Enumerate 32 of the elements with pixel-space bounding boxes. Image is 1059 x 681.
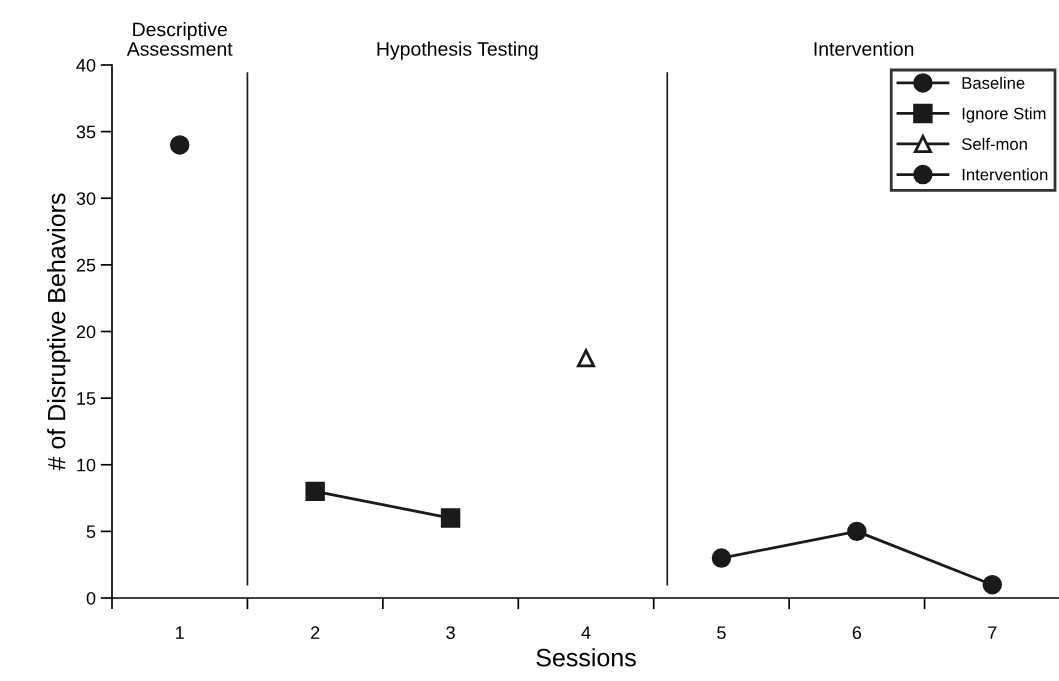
y-tick-label: 10 xyxy=(77,458,96,472)
point xyxy=(169,135,190,155)
point xyxy=(305,481,325,502)
y-tick-label: 25 xyxy=(76,258,96,272)
text: Hypothesis Testing xyxy=(377,41,538,60)
point xyxy=(711,548,732,568)
point xyxy=(847,521,867,542)
legend-label: Self-mon xyxy=(962,137,1027,150)
y-tick-label: 5 xyxy=(86,525,96,539)
y-axis-title: # of Disruptive Behaviors xyxy=(47,193,71,471)
y-tick-label: 35 xyxy=(76,125,96,139)
point xyxy=(576,349,596,368)
x-tick-label: 3 xyxy=(446,626,455,640)
legend-label: Ignore Stim xyxy=(962,107,1046,123)
x-axis-title: Sessions xyxy=(536,648,636,667)
y-tick-label: 40 xyxy=(76,58,96,72)
legend-label: Baseline xyxy=(962,76,1025,89)
x-tick-label: 6 xyxy=(852,626,862,640)
y-tick-label: 30 xyxy=(76,192,96,205)
y-tick-label: 0 xyxy=(86,591,96,605)
point xyxy=(982,574,1003,595)
x-tick-label: 7 xyxy=(988,626,997,639)
text: Descriptive Assessment xyxy=(126,22,233,56)
x-tick-label: 2 xyxy=(311,626,320,639)
x-tick-label: 1 xyxy=(176,626,184,639)
y-tick-label: 15 xyxy=(77,392,96,405)
point xyxy=(440,508,461,528)
legend-label: Intervention xyxy=(962,168,1048,181)
x-tick-label: 4 xyxy=(581,626,591,639)
y-tick-label: 20 xyxy=(76,325,96,339)
x-tick-label: 5 xyxy=(717,626,726,640)
text: Intervention xyxy=(814,41,914,56)
